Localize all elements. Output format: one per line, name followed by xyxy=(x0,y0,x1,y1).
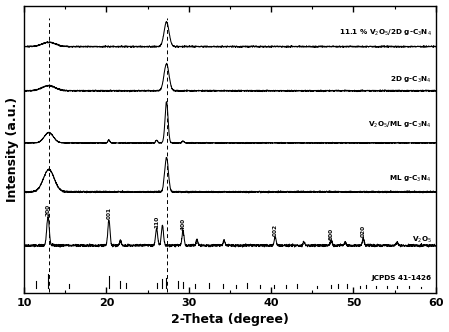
Text: 002: 002 xyxy=(273,224,277,236)
Text: 600: 600 xyxy=(329,228,334,240)
Text: JCPDS 41-1426: JCPDS 41-1426 xyxy=(371,275,431,281)
Text: 001: 001 xyxy=(106,208,111,219)
Y-axis label: Intensity (a.u.): Intensity (a.u.) xyxy=(5,97,18,202)
Text: 400: 400 xyxy=(180,217,185,230)
X-axis label: 2-Theta (degree): 2-Theta (degree) xyxy=(171,313,289,326)
Text: 200: 200 xyxy=(45,204,50,216)
Text: V$_2$O$_5$: V$_2$O$_5$ xyxy=(412,235,431,245)
Text: 2D g-C$_3$N$_4$: 2D g-C$_3$N$_4$ xyxy=(390,74,431,85)
Text: 110: 110 xyxy=(154,216,159,228)
Text: ML g-C$_3$N$_4$: ML g-C$_3$N$_4$ xyxy=(389,174,431,184)
Text: 11.1 % V$_2$O$_5$/2D g-C$_3$N$_4$: 11.1 % V$_2$O$_5$/2D g-C$_3$N$_4$ xyxy=(339,28,431,38)
Text: V$_2$O$_5$/ML g-C$_3$N$_4$: V$_2$O$_5$/ML g-C$_3$N$_4$ xyxy=(368,120,431,130)
Text: 020: 020 xyxy=(361,225,366,237)
